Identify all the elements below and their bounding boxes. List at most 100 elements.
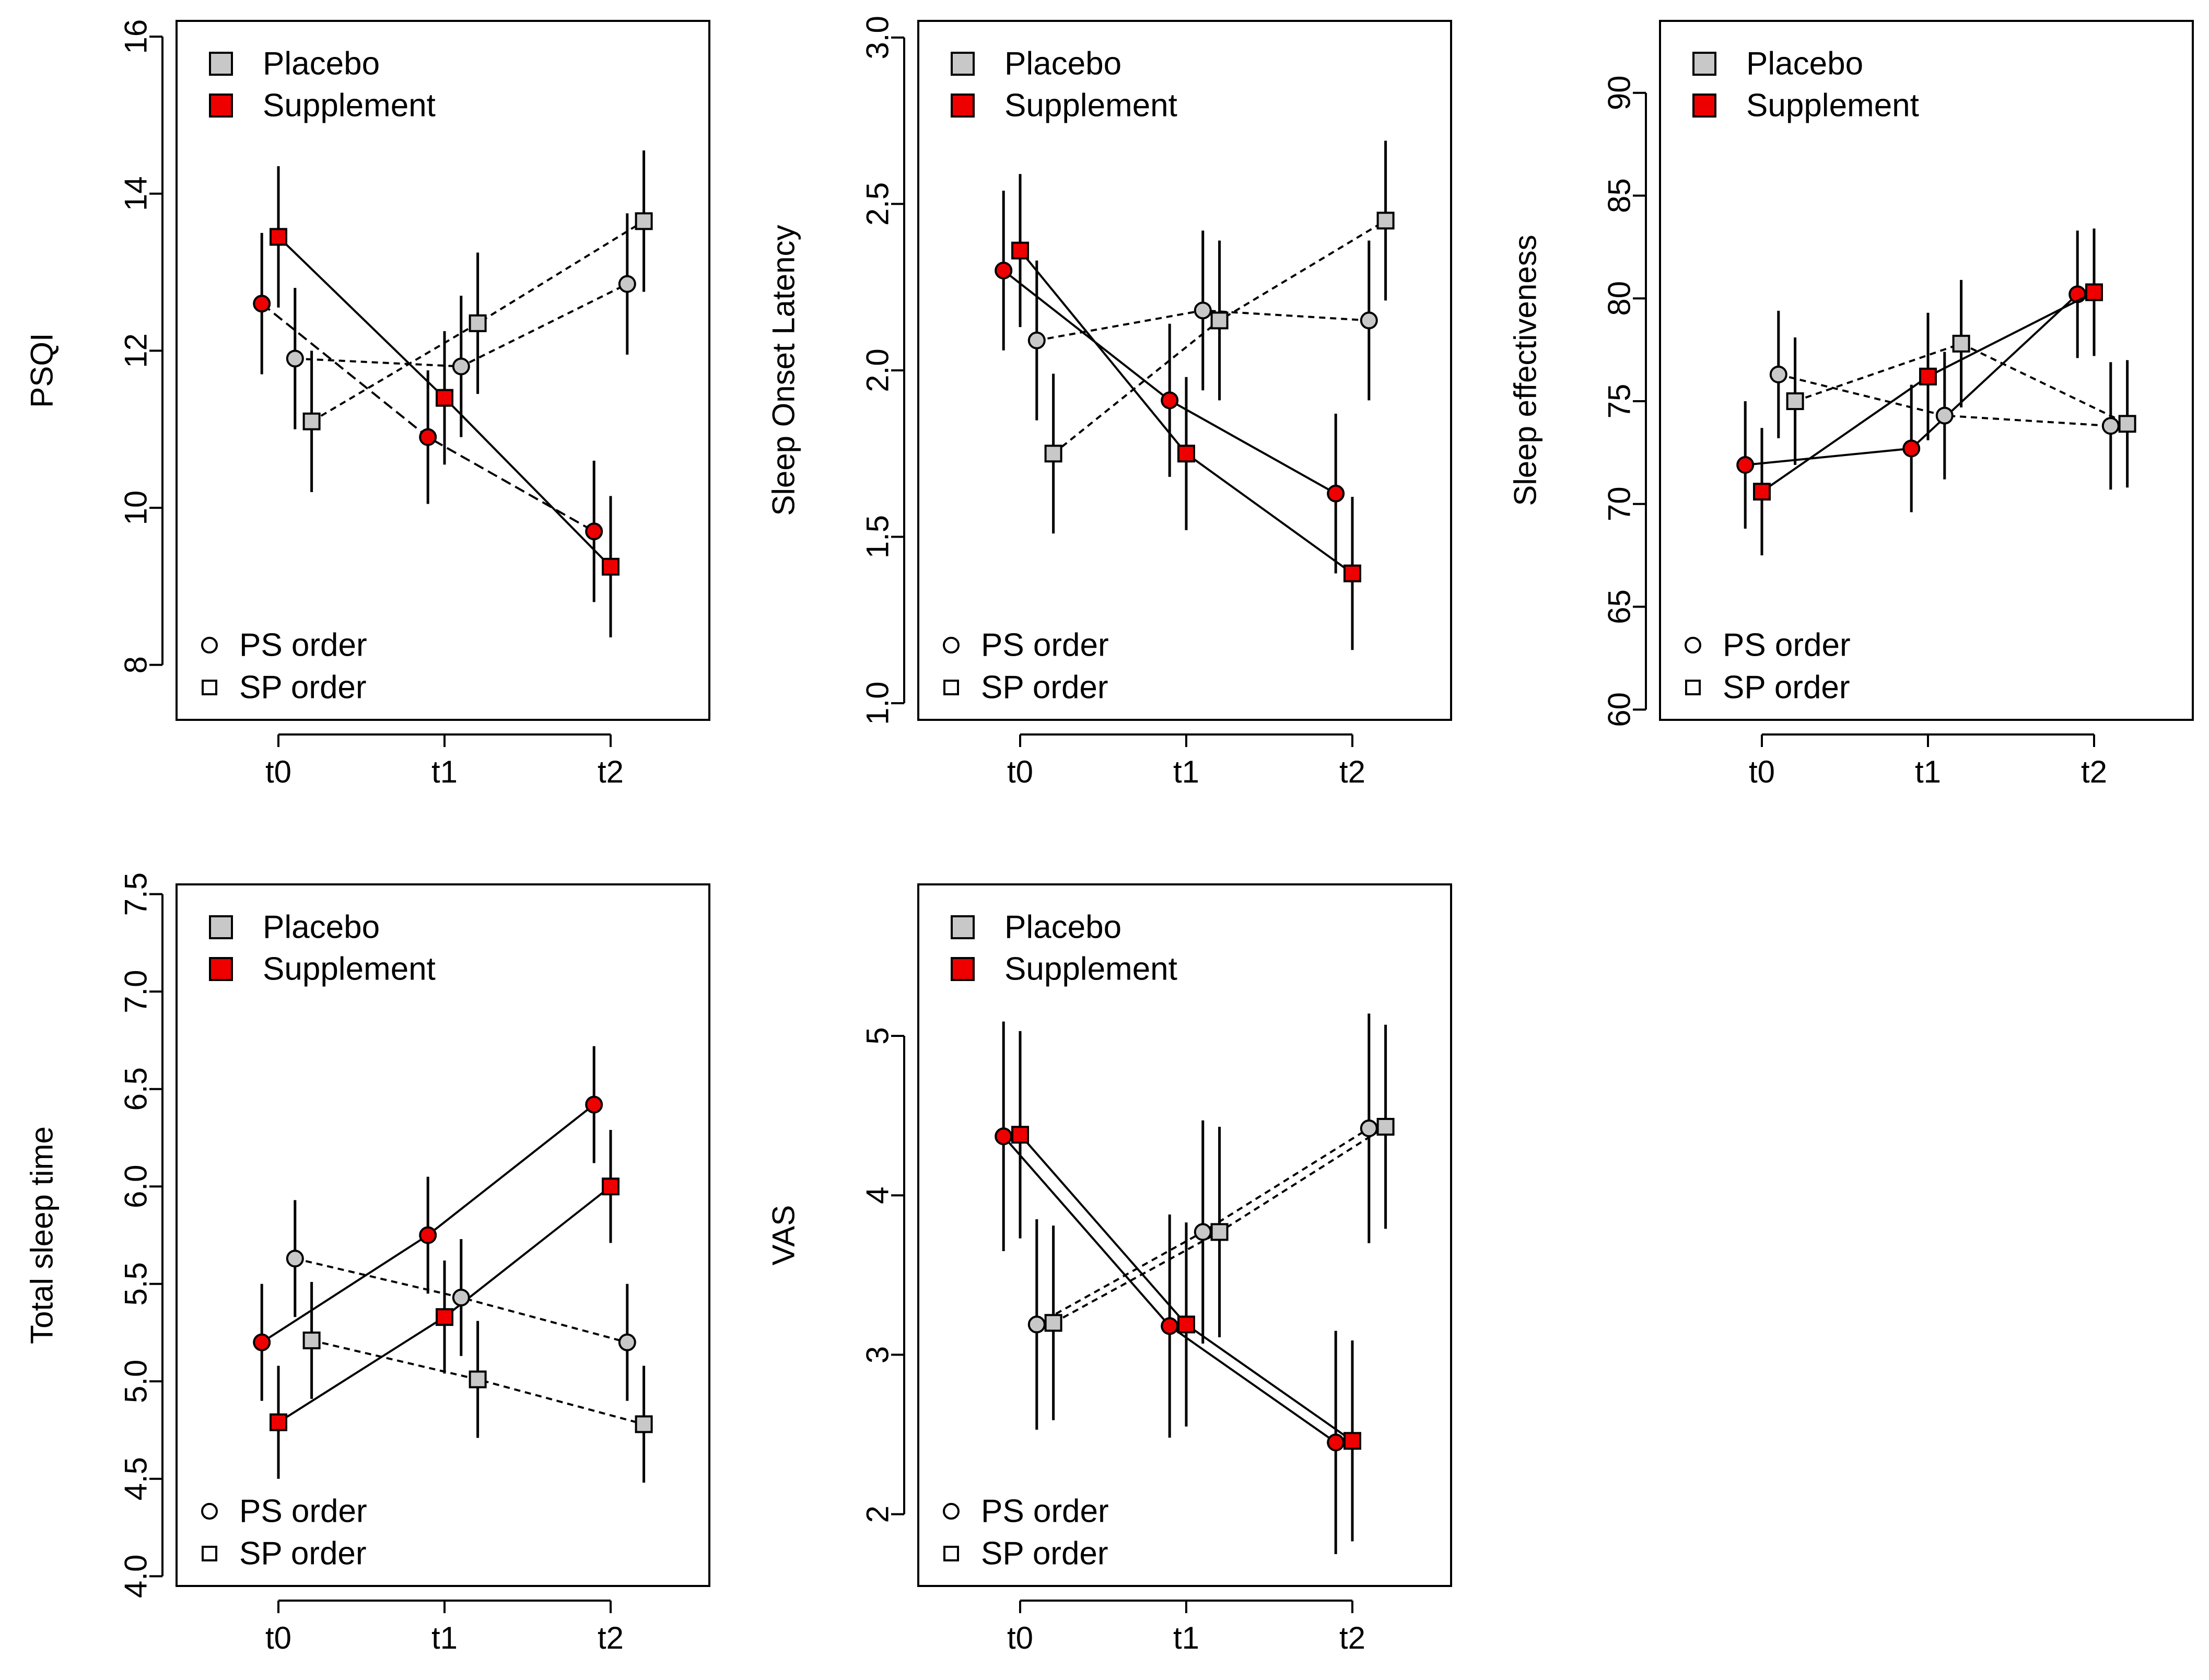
- legend-label-placebo: Placebo: [1746, 46, 1863, 82]
- data-point: [452, 357, 470, 376]
- series-line: [311, 220, 645, 423]
- x-tick-label: t1: [1173, 1620, 1199, 1655]
- legend-swatch-placebo: [951, 52, 975, 76]
- data-point: [452, 1288, 470, 1306]
- y-tick-label: 1.0: [860, 681, 895, 725]
- data-point: [1177, 1315, 1195, 1334]
- legend-label-placebo: Placebo: [1004, 46, 1121, 82]
- series-group: [995, 1013, 1395, 1554]
- y-tick-label: 7.0: [119, 970, 154, 1013]
- plot-frame: [917, 20, 1452, 721]
- legend-label-ps-order: PS order: [981, 1494, 1109, 1530]
- legend-label-supplement: Supplement: [1746, 88, 1919, 124]
- chart-panel-4: 4.0 4.5 5.0 5.5 6.0 6.5 7.0 7.5 t0 t1 t2 Total slee…: [25, 872, 710, 1655]
- data-point: [1919, 367, 1937, 386]
- y-tick-label: 90: [1602, 75, 1637, 110]
- series-line: [1778, 373, 2111, 427]
- data-point: [995, 1127, 1013, 1146]
- y-tick-label: 1.5: [860, 515, 895, 558]
- x-tick-label: t2: [2081, 754, 2107, 789]
- data-point: [1327, 1433, 1345, 1452]
- y-axis-title: PSQI: [25, 333, 60, 407]
- data-point: [270, 1413, 287, 1431]
- y-tick-label: 12: [119, 333, 154, 368]
- y-tick-label: 3: [860, 1346, 895, 1363]
- legend-swatch-placebo: [209, 915, 233, 939]
- legend-symbol-ps-order: [943, 637, 960, 654]
- data-point: [1376, 212, 1395, 230]
- data-point: [1736, 456, 1755, 474]
- data-point: [419, 428, 437, 446]
- y-tick-label: 4.0: [119, 1555, 154, 1598]
- x-tick-label: t0: [1749, 754, 1775, 789]
- data-point: [302, 412, 321, 430]
- x-tick-label: t1: [431, 1620, 458, 1655]
- series-group: [253, 1046, 653, 1483]
- y-tick-label: 2: [860, 1506, 895, 1523]
- x-tick-label: t1: [1915, 754, 1941, 789]
- data-point: [1044, 445, 1062, 463]
- data-point: [1343, 1432, 1361, 1450]
- legend-treatment: Placebo Supplement: [951, 46, 1177, 124]
- data-point: [618, 275, 636, 293]
- data-point: [1044, 1314, 1062, 1332]
- plot-frame: [1659, 20, 2194, 721]
- series-group: [995, 141, 1395, 650]
- legend-order: PS order SP order: [201, 627, 367, 706]
- data-point: [1343, 564, 1361, 582]
- legend-label-sp-order: SP order: [239, 670, 367, 706]
- plot-frame: [917, 883, 1452, 1587]
- y-tick-label: 65: [1602, 589, 1637, 624]
- legend-swatch-supplement: [209, 957, 233, 981]
- legend-label-placebo: Placebo: [263, 46, 380, 82]
- x-tick-label: t0: [265, 754, 291, 789]
- legend-treatment: Placebo Supplement: [209, 46, 436, 124]
- legend-label-supplement: Supplement: [263, 88, 436, 124]
- chart-panel-3: 60 65 70 75 80 85 90 t0 t1 t2 Sleep effectiveness P…: [1508, 20, 2194, 789]
- legend-order: PS order SP order: [1685, 627, 1851, 706]
- y-tick-label: 2.0: [860, 348, 895, 392]
- data-point: [436, 1308, 453, 1326]
- x-tick-label: t0: [1007, 1620, 1033, 1655]
- data-point: [1327, 484, 1345, 503]
- data-point: [585, 1095, 603, 1114]
- series-group: [253, 150, 653, 638]
- legend-label-ps-order: PS order: [239, 1494, 367, 1530]
- data-point: [1011, 1126, 1029, 1144]
- data-point: [1952, 334, 1970, 353]
- data-point: [1376, 1117, 1395, 1136]
- legend-order: PS order SP order: [201, 1494, 367, 1572]
- y-tick-label: 5: [860, 1027, 895, 1044]
- data-point: [469, 314, 487, 332]
- data-point: [2101, 417, 2120, 435]
- data-point: [253, 295, 271, 313]
- y-tick-label: 70: [1602, 486, 1637, 521]
- data-point: [635, 212, 653, 230]
- legend-treatment: Placebo Supplement: [951, 909, 1177, 987]
- data-point: [253, 1333, 271, 1351]
- y-tick-label: 6.5: [119, 1067, 154, 1111]
- y-tick-label: 3.0: [860, 16, 895, 59]
- y-tick-label: 75: [1602, 384, 1637, 419]
- legend-label-sp-order: SP order: [981, 670, 1108, 706]
- legend-label-ps-order: PS order: [1723, 627, 1851, 663]
- data-point: [270, 228, 287, 246]
- data-point: [436, 389, 453, 407]
- y-tick-label: 8: [119, 656, 154, 673]
- legend-swatch-supplement: [951, 957, 975, 981]
- legend-label-sp-order: SP order: [1723, 670, 1850, 706]
- legend-symbol-sp-order: [202, 680, 217, 695]
- data-point: [1210, 311, 1229, 330]
- y-tick-label: 5.0: [119, 1360, 154, 1403]
- y-tick-label: 4.5: [119, 1457, 154, 1500]
- y-tick-label: 10: [119, 491, 154, 526]
- legend-order: PS order SP order: [943, 1494, 1109, 1572]
- chart-panel-1: 8 10 12 14 16 t0 t1 t2 PSQI Placebo Supplement PS o…: [25, 19, 710, 789]
- data-point: [286, 1250, 304, 1268]
- legend-swatch-placebo: [951, 915, 975, 939]
- data-point: [1161, 391, 1179, 410]
- data-point: [1786, 392, 1804, 411]
- data-point: [1161, 1317, 1179, 1335]
- y-tick-label: 2.5: [860, 182, 895, 226]
- x-tick-label: t2: [598, 1620, 624, 1655]
